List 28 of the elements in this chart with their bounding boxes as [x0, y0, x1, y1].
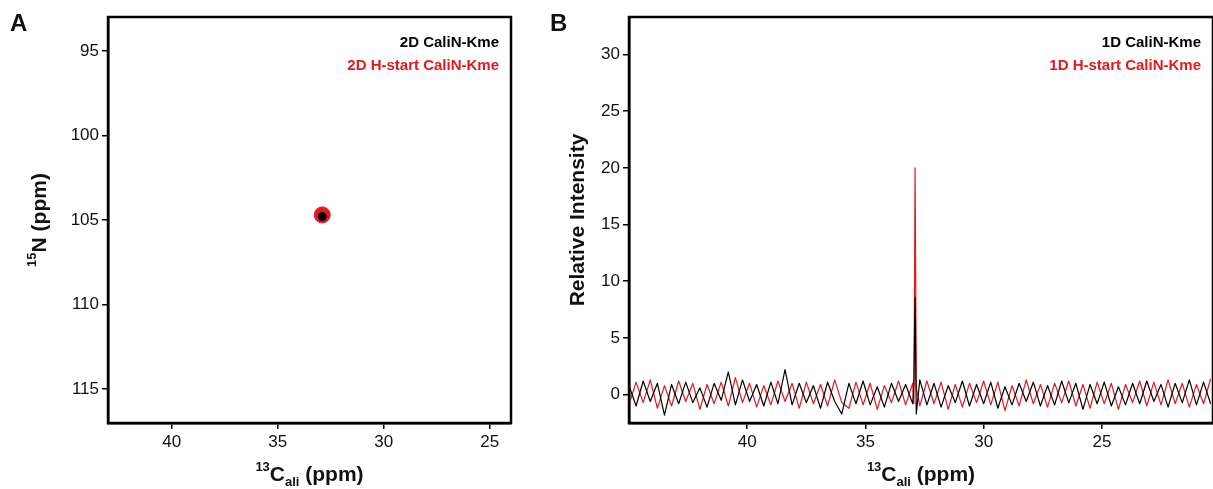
y-tick-label: 115: [71, 378, 99, 398]
y-tick-label: 10: [601, 270, 620, 290]
y-tick-label: 25: [601, 100, 620, 120]
x-tick-label: 40: [737, 431, 757, 451]
text: 2D CaliN-Kme: [399, 33, 499, 51]
x-tick-label: 35: [268, 431, 288, 451]
y-tick-label: 110: [71, 294, 99, 314]
text: 2D H-start CaliN-Kme: [347, 56, 499, 74]
y-axis-title: Relative Intensity: [564, 133, 588, 307]
y-tick-label: 20: [601, 157, 620, 177]
x-tick-label: 30: [374, 431, 394, 451]
y-tick-label: 30: [601, 44, 620, 64]
text: 1D H-start CaliN-Kme: [1049, 56, 1201, 74]
y-axis-title: 15N (ppm): [24, 173, 50, 267]
y-tick-label: 100: [70, 125, 99, 145]
x-tick-label: 25: [480, 431, 500, 451]
chart-title: B: [550, 8, 568, 36]
y-tick-label: 15: [601, 214, 620, 234]
x-tick-label: 35: [855, 431, 875, 451]
y-tick-label: 105: [70, 209, 99, 229]
x-tick-label: 25: [1092, 431, 1112, 451]
chart-title: A: [10, 8, 28, 36]
y-tick-label: 5: [610, 327, 620, 347]
x-tick-label: 30: [974, 431, 994, 451]
text: 1D CaliN-Kme: [1101, 33, 1201, 51]
y-tick-label: 0: [610, 384, 620, 404]
x-tick-label: 40: [162, 431, 182, 451]
y-tick-label: 95: [80, 40, 99, 60]
